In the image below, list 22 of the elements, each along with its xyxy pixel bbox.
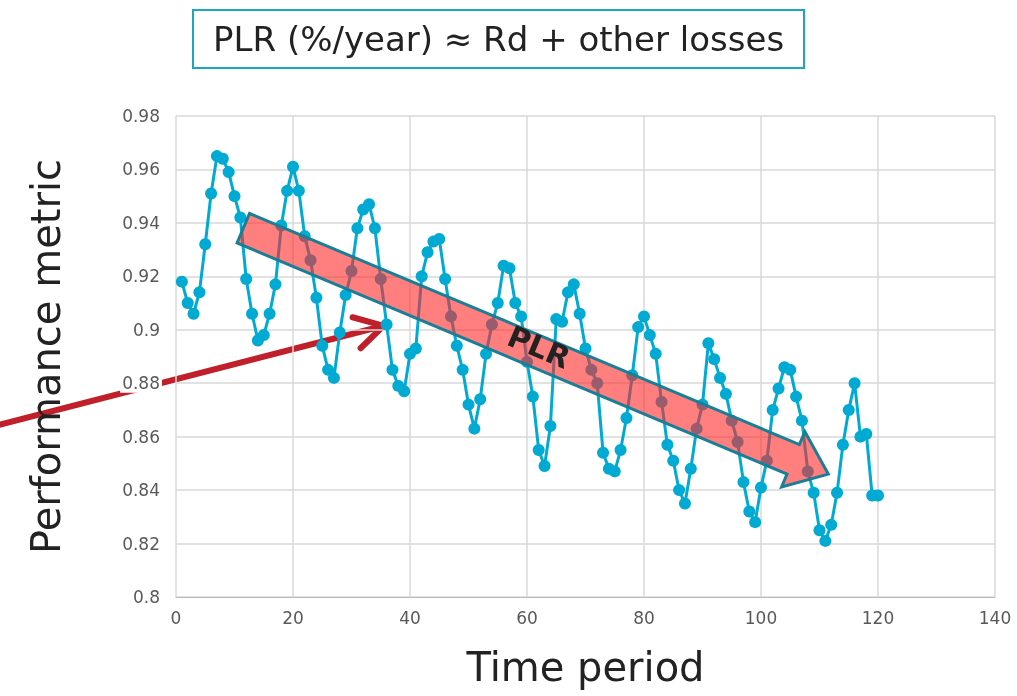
y-tick-label: 0.84 <box>122 480 160 501</box>
x-tick-label: 100 <box>744 607 778 628</box>
x-tick-label: 140 <box>978 607 1012 628</box>
y-tick-label: 0.86 <box>122 426 160 447</box>
x-tick-label: 0 <box>170 607 182 628</box>
annotation: PLR <box>502 318 576 376</box>
chart-title: PLR (%/year) ≈ Rd + other losses <box>213 19 785 59</box>
y-tick-label: 0.82 <box>122 533 160 554</box>
x-tick-label: 120 <box>861 607 895 628</box>
x-axis-title: Time period <box>465 644 705 690</box>
y-tick-label: 0.88 <box>122 373 160 394</box>
y-tick-label: 0.98 <box>122 106 160 126</box>
y-tick-label: 0.92 <box>122 266 160 287</box>
x-tick-label: 20 <box>282 607 304 628</box>
y-tick-label: 0.9 <box>132 319 160 340</box>
y-axis-title: Performance metric <box>23 159 69 554</box>
y-tick-label: 0.8 <box>132 587 160 607</box>
x-tick-label: 40 <box>399 607 421 628</box>
x-tick-label: 80 <box>633 607 655 628</box>
y-tick-label: 0.94 <box>122 212 160 233</box>
x-tick-label: 60 <box>516 607 538 628</box>
y-tick-label: 0.96 <box>122 159 160 180</box>
